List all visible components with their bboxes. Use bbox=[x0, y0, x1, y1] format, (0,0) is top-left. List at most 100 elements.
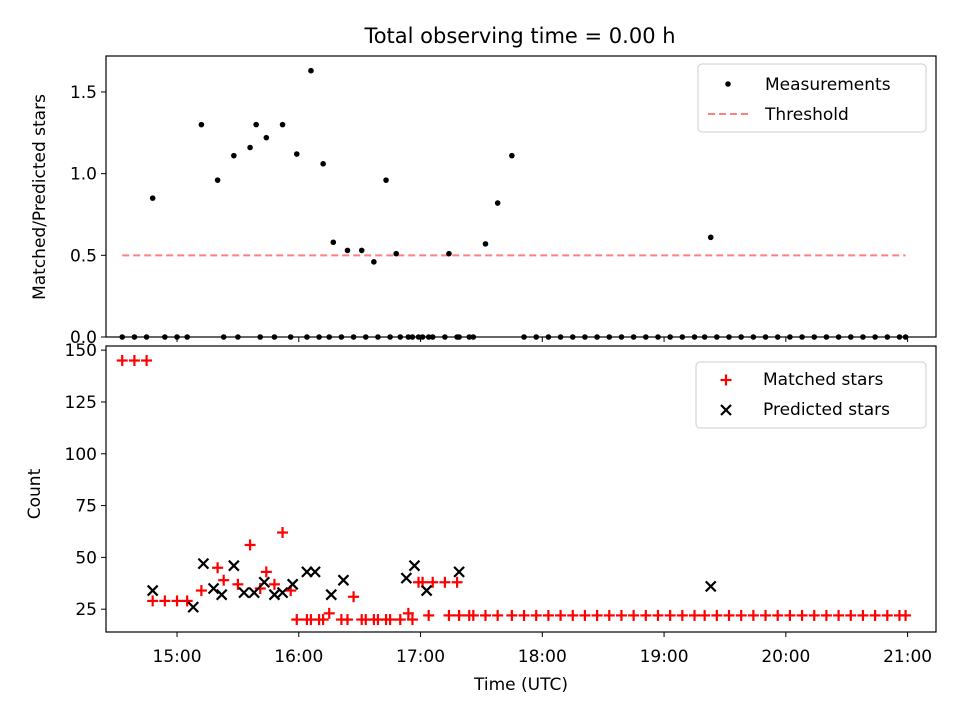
top-axes-frame bbox=[105, 55, 937, 338]
matched-star-point bbox=[808, 609, 820, 621]
matched-star-point bbox=[555, 609, 567, 621]
matched-star-point bbox=[833, 609, 845, 621]
measurement-point bbox=[446, 250, 452, 257]
matched-star-point bbox=[676, 609, 688, 621]
legend-measurements: Measurements bbox=[765, 75, 891, 95]
matched-star-point bbox=[881, 609, 893, 621]
matched-star-point bbox=[603, 609, 615, 621]
matched-star-point bbox=[159, 595, 171, 607]
matched-star-point bbox=[796, 609, 808, 621]
bottom-y-tick-label: 25 bbox=[75, 600, 97, 620]
predicted-star-point bbox=[704, 580, 717, 593]
chart-title: Total observing time = 0.00 h bbox=[363, 24, 675, 48]
bottom-plot-area bbox=[116, 355, 912, 626]
measurement-point bbox=[344, 247, 351, 254]
matched-star-point bbox=[413, 576, 425, 588]
matched-star-point bbox=[845, 609, 857, 621]
bottom-legend: Matched stars Predicted stars bbox=[695, 361, 927, 429]
predicted-star-point bbox=[187, 601, 200, 613]
matched-star-point bbox=[427, 576, 439, 588]
matched-star-point bbox=[857, 609, 869, 621]
matched-star-point bbox=[689, 609, 701, 621]
matched-star-point bbox=[212, 562, 224, 574]
matched-star-point bbox=[291, 614, 303, 626]
predicted-star-point bbox=[453, 566, 465, 578]
matched-star-point bbox=[567, 609, 579, 621]
measurement-point bbox=[330, 239, 337, 246]
measurement-point bbox=[320, 161, 326, 167]
matched-star-point bbox=[900, 609, 912, 621]
matched-star-point bbox=[591, 609, 603, 621]
x-tick-label: 20:00 bbox=[761, 647, 810, 667]
matched-star-point bbox=[323, 607, 335, 619]
measurement-point bbox=[509, 152, 515, 159]
top-panel: Total observing time = 0.00 h 0.0 0.5 1.0 1… bbox=[30, 24, 937, 348]
matched-star-point bbox=[348, 591, 360, 603]
matched-star-point bbox=[615, 609, 627, 621]
bottom-ticks: 25 50 75 100 125 150 15:00 16:00 17:00 18:00 19:00… bbox=[65, 341, 933, 667]
predicted-star-point bbox=[207, 582, 220, 595]
matched-star-point bbox=[317, 614, 329, 626]
matched-star-point bbox=[341, 614, 353, 626]
matched-star-point bbox=[128, 355, 140, 367]
measurement-point bbox=[149, 195, 156, 201]
matched-star-point bbox=[195, 585, 207, 597]
matched-star-point bbox=[260, 566, 272, 578]
top-y-axis-label: Matched/Predicted stars bbox=[30, 94, 50, 300]
matched-star-point bbox=[141, 355, 153, 367]
matched-star-point bbox=[735, 609, 747, 621]
measurements-legend-marker bbox=[725, 81, 731, 87]
bottom-panel: 25 50 75 100 125 150 15:00 16:00 17:00 18:00 19:00… bbox=[25, 341, 937, 695]
matched-star-point bbox=[518, 609, 530, 621]
legend-threshold: Threshold bbox=[764, 105, 849, 125]
measurement-point bbox=[214, 177, 221, 183]
bottom-y-tick-label: 100 bbox=[65, 445, 97, 465]
predicted-star-point bbox=[309, 566, 321, 578]
matched-star-point bbox=[147, 595, 159, 607]
matched-star-point bbox=[305, 614, 317, 626]
measurement-point bbox=[393, 250, 399, 257]
matched-star-point bbox=[406, 614, 418, 626]
matched-star-point bbox=[479, 609, 491, 621]
measurement-point bbox=[371, 259, 377, 265]
x-tick-label: 18:00 bbox=[518, 647, 567, 667]
predicted-star-point bbox=[238, 586, 250, 599]
x-tick-label: 15:00 bbox=[153, 647, 202, 667]
measurement-point bbox=[253, 121, 259, 128]
matched-star-point bbox=[760, 609, 772, 621]
measurement-point bbox=[263, 134, 270, 141]
predicted-star-point bbox=[268, 588, 281, 601]
matched-star-point bbox=[869, 609, 881, 621]
predicted-star-point bbox=[276, 586, 289, 599]
predicted-star-point bbox=[258, 576, 271, 589]
predicted-star-point bbox=[286, 578, 299, 591]
measurement-point bbox=[308, 67, 314, 74]
legend-predicted-stars: Predicted stars bbox=[763, 400, 890, 420]
matched-star-point bbox=[268, 578, 280, 590]
bottom-y-tick-label: 75 bbox=[75, 497, 97, 517]
matched-star-point bbox=[232, 578, 244, 590]
predicted-star-point bbox=[215, 588, 228, 601]
matched-star-point bbox=[530, 609, 542, 621]
bottom-axes-frame bbox=[105, 345, 937, 633]
measurement-point bbox=[358, 247, 365, 254]
top-legend: Measurements Threshold bbox=[697, 63, 927, 133]
measurement-point bbox=[293, 151, 300, 157]
matched-star-point bbox=[542, 609, 554, 621]
matched-star-point bbox=[218, 574, 230, 586]
top-y-tick-label: 0.5 bbox=[70, 246, 97, 266]
predicted-star-point bbox=[248, 586, 260, 599]
bottom-y-tick-label: 125 bbox=[65, 393, 97, 413]
matched-star-point bbox=[356, 614, 368, 626]
matched-star-point bbox=[451, 576, 463, 588]
matched-star-point bbox=[747, 609, 759, 621]
bottom-y-tick-label: 50 bbox=[75, 548, 97, 568]
measurement-point bbox=[383, 177, 389, 183]
x-tick-label: 17:00 bbox=[396, 647, 445, 667]
measurement-point bbox=[198, 121, 205, 128]
matched-star-point bbox=[492, 609, 504, 621]
matched-star-point bbox=[506, 609, 518, 621]
matched-star-point bbox=[723, 609, 735, 621]
x-tick-label: 21:00 bbox=[883, 647, 932, 667]
